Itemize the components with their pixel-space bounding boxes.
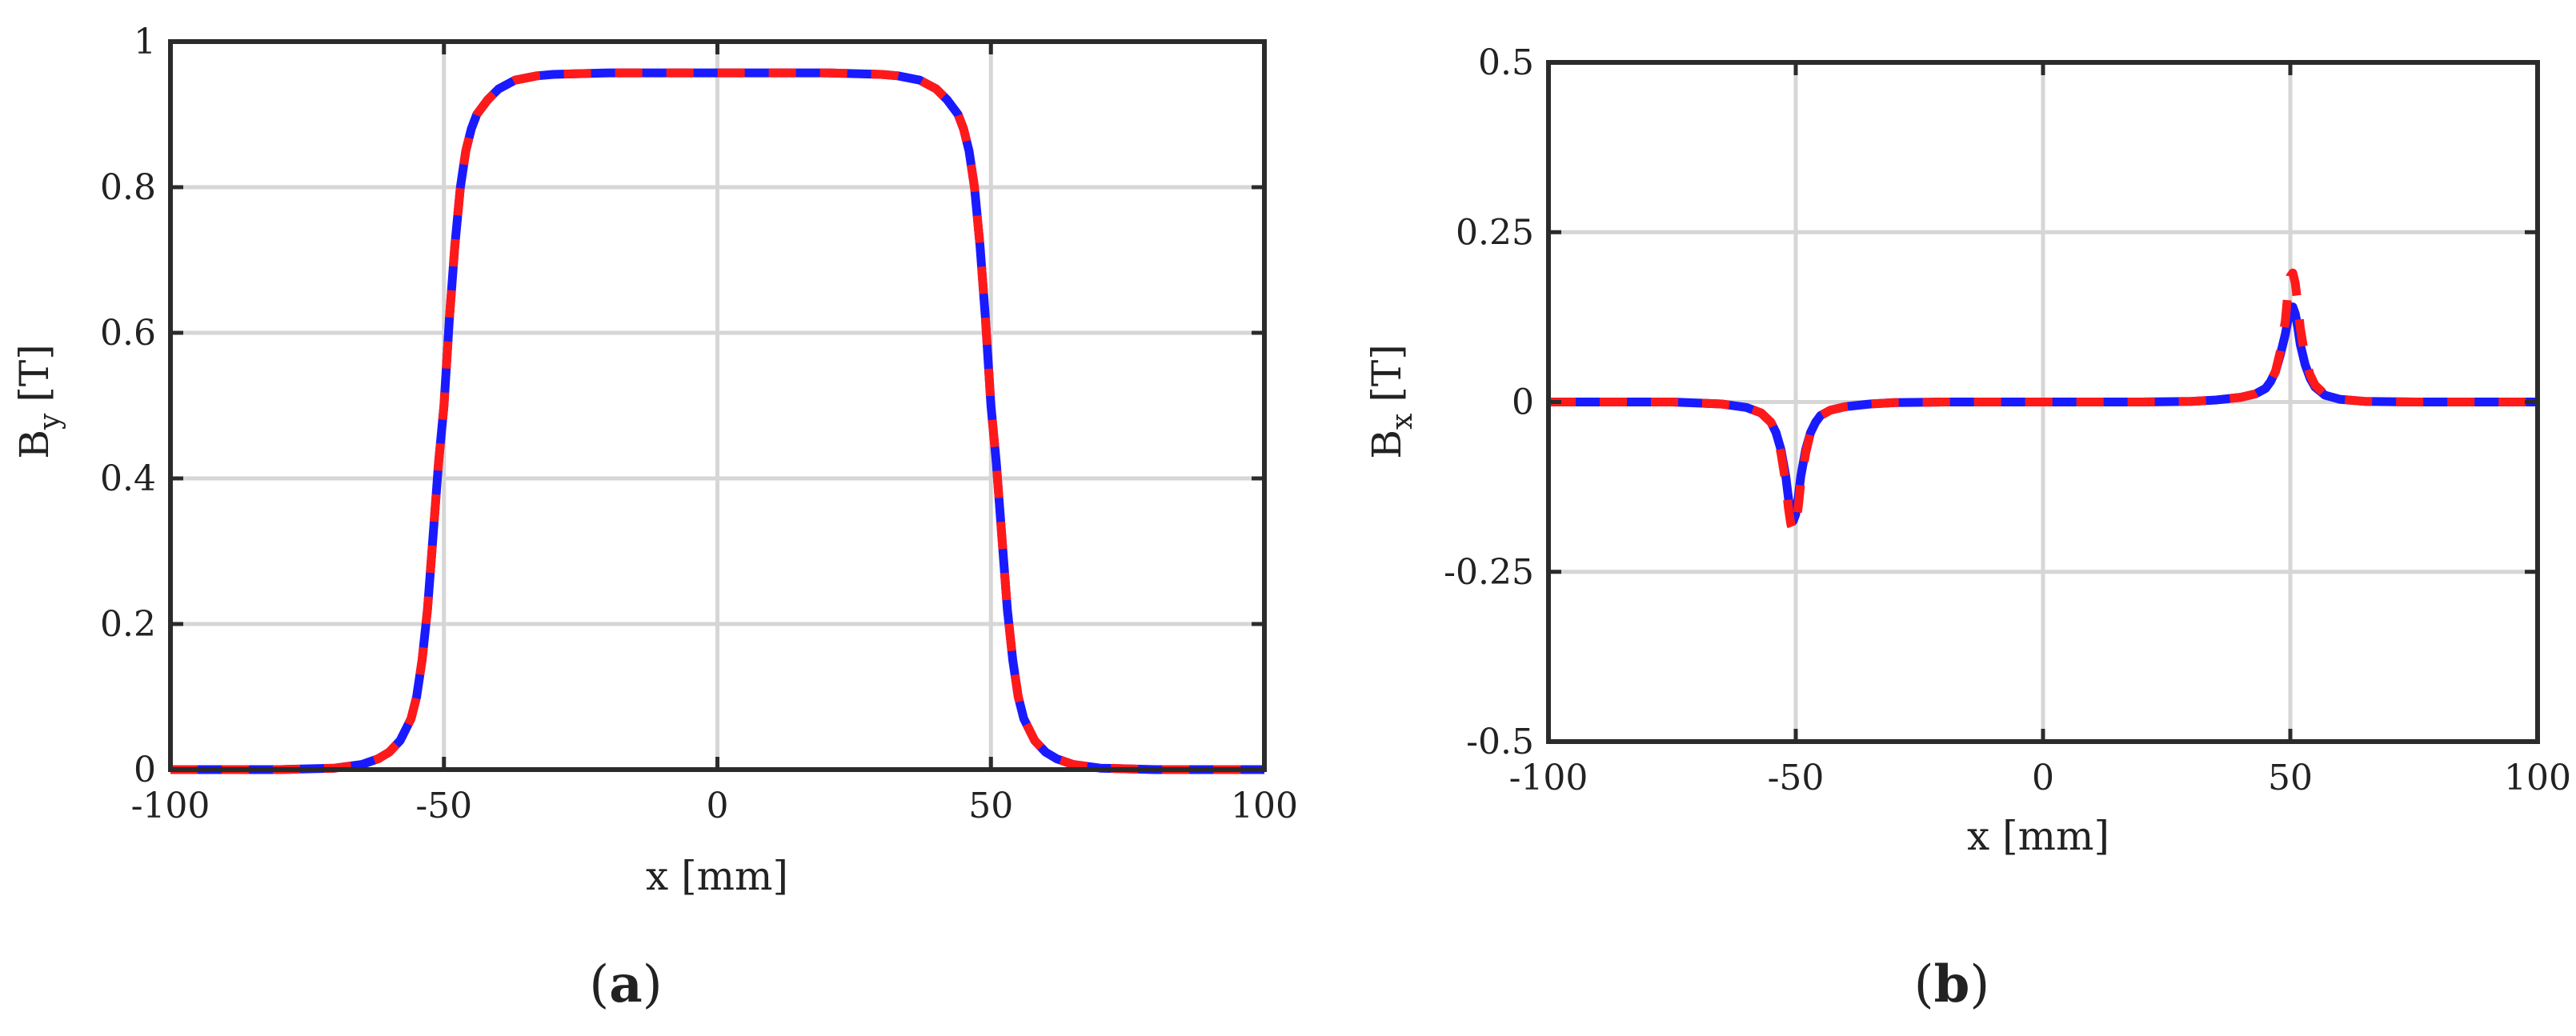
panel-a: -100 -50 0 50 100 0 0.2 0.4 0.6 0.8 1 x [mm] By [T]…: [11, 22, 1298, 1014]
panel-label-b: (b): [1914, 954, 1990, 1014]
grid-a: [170, 42, 1264, 770]
y-axis-label-unit-b: [T]: [1364, 344, 1410, 402]
y-axis-label-b: Bx [T]: [1364, 344, 1419, 458]
y-tick-label-b-4: 0.5: [1478, 42, 1534, 83]
y-axis-label-unit-a: [T]: [11, 344, 58, 402]
y-tick-label-a-4: 0.8: [100, 167, 156, 208]
y-tick-label-a-5: 1: [134, 22, 156, 62]
series-group-b: [1548, 268, 2538, 536]
y-tick-label-b-2: 0: [1512, 382, 1534, 423]
panel-b: -100 -50 0 50 100 -0.5 -0.25 0 0.25 0.5 x [mm] Bx…: [1364, 42, 2571, 1014]
y-axis-label-sub-b: x: [1386, 414, 1419, 430]
y-axis-label-main-b: B: [1364, 430, 1410, 459]
series-line-a-2: [170, 68, 1264, 774]
y-tick-label-b-0: -0.5: [1466, 722, 1534, 762]
y-tick-label-a-0: 0: [134, 750, 156, 790]
tick-labels-a: -100 -50 0 50 100 0 0.2 0.4 0.6 0.8 1: [100, 22, 1298, 826]
x-tick-label-a-4: 100: [1231, 786, 1298, 826]
x-axis-label-a: x [mm]: [646, 853, 788, 899]
panel-letter-b: b: [1934, 954, 1970, 1014]
x-tick-label-a-3: 50: [968, 786, 1013, 826]
series-line-b-2: [1548, 268, 2538, 536]
x-tick-label-b-2: 0: [2032, 758, 2054, 798]
panel-label-a: (a): [589, 954, 662, 1014]
x-tick-label-a-1: -50: [415, 786, 472, 826]
y-axis-label-main-a: B: [11, 430, 58, 459]
panel-letter-a: a: [609, 954, 642, 1014]
y-tick-label-a-1: 0.2: [100, 604, 156, 645]
y-tick-label-a-3: 0.6: [100, 313, 156, 354]
y-axis-label-sub-a: y: [34, 413, 66, 430]
ticks-a: [168, 39, 1267, 772]
x-axis-label-b: x [mm]: [1967, 813, 2109, 859]
x-tick-label-b-3: 50: [2268, 758, 2313, 798]
x-tick-label-b-0: -100: [1509, 758, 1588, 798]
y-tick-label-a-2: 0.4: [100, 458, 156, 499]
x-tick-label-a-2: 0: [707, 786, 729, 826]
x-tick-label-b-4: 100: [2504, 758, 2571, 798]
x-tick-label-b-1: -50: [1768, 758, 1825, 798]
ticks-b: [1546, 60, 2540, 744]
y-tick-label-b-3: 0.25: [1456, 212, 1534, 253]
series-group-a: [170, 68, 1264, 774]
y-axis-label-a: By [T]: [11, 344, 66, 458]
tick-labels-b: -100 -50 0 50 100 -0.5 -0.25 0 0.25 0.5: [1444, 42, 2571, 798]
x-tick-label-a-0: -100: [131, 786, 210, 826]
y-tick-label-b-1: -0.25: [1444, 552, 1534, 593]
